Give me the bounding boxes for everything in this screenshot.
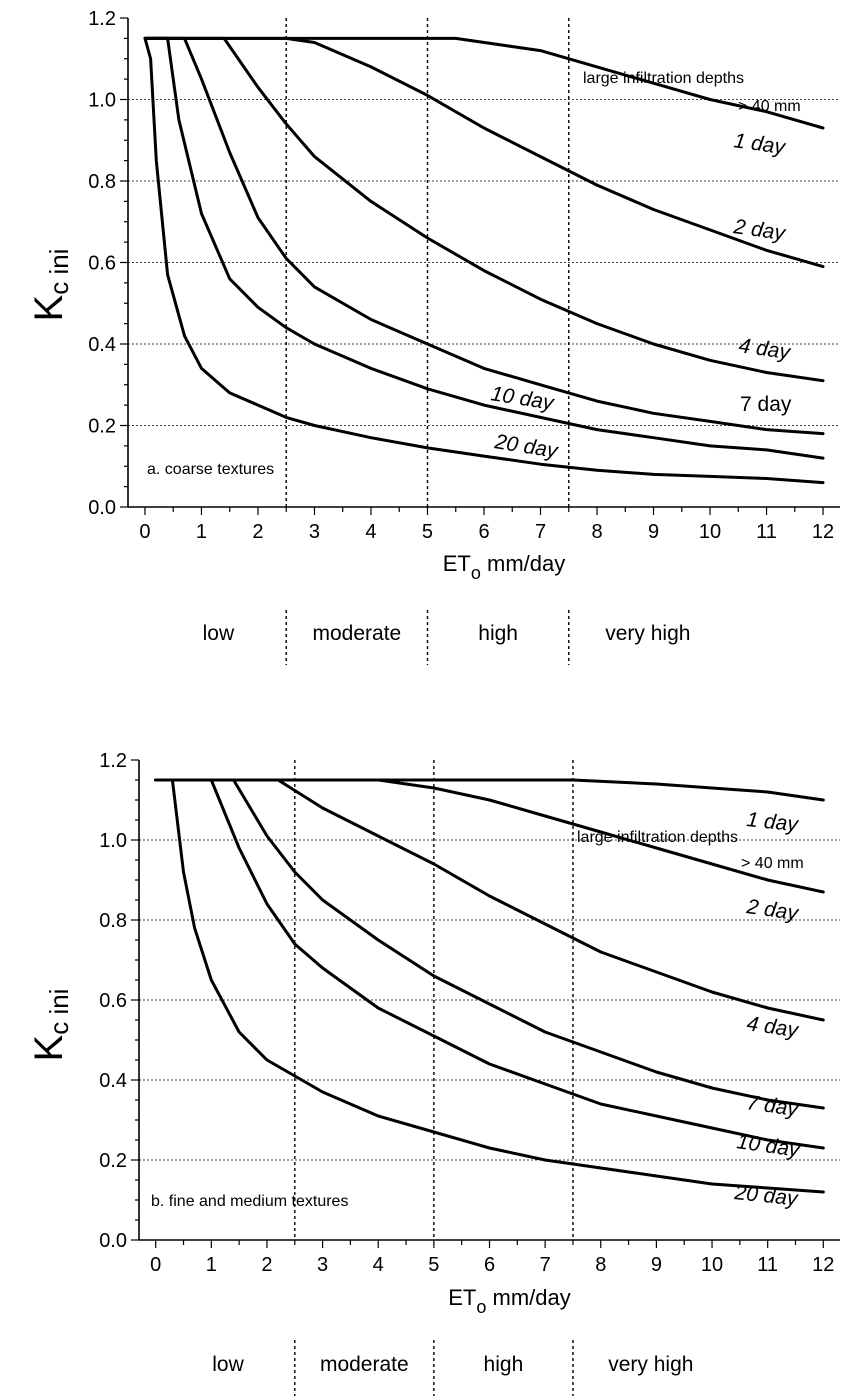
demand-category-very-high: very high [608,1353,693,1376]
x-tick-label-0: 0 [139,521,150,543]
x-tick-label-5: 5 [428,1254,439,1276]
y-tick-label-0-4: 0.4 [99,1070,127,1092]
y-tick-label-0-4: 0.4 [88,334,116,356]
series-line-7-day [143,36,825,436]
panel-label: a. coarse textures [147,461,274,478]
y-tick-label-0-6: 0.6 [88,253,116,275]
series-line-1-day [154,778,825,802]
y-axis-title: Kc ini [27,249,74,322]
x-tick-label-11: 11 [756,521,777,543]
y-axis-title: Kc ini [27,989,74,1062]
x-tick-label-7: 7 [540,1254,551,1276]
demand-category-moderate: moderate [312,622,401,645]
series-line-20-day [154,778,825,1194]
series-line-4-day [154,778,825,1022]
series-label-20-day: 20 day [732,1181,800,1211]
x-tick-label-6: 6 [484,1254,495,1276]
series-line-10-day [154,778,825,1150]
series-line-2-day [154,778,825,894]
x-tick-label-12: 12 [812,1254,834,1276]
series-line-20-day [143,36,825,485]
chart-panel-fine-medium-textures: 0.00.20.40.60.81.01.20 1 2 3 4 5 6 7 8 9 10 11 121 d… [27,750,840,1396]
y-tick-label-0-2: 0.2 [88,416,116,438]
x-axis-title: ETo mm/day [443,551,566,583]
series-line-10-day [143,36,825,460]
y-tick-label-0-0: 0.0 [99,1230,127,1252]
demand-category-very-high: very high [605,622,690,645]
x-tick-label-3: 3 [317,1254,328,1276]
demand-category-moderate: moderate [320,1353,409,1376]
x-tick-label-11: 11 [757,1254,778,1276]
series-line-7-day [154,778,825,1110]
x-tick-label-8: 8 [591,521,602,543]
infiltration-sublabel: > 40 mm [738,98,801,115]
y-tick-label-0-0: 0.0 [88,497,116,519]
x-tick-label-8: 8 [595,1254,606,1276]
series-label-7-day: 7 day [740,393,792,416]
series-line-1-day [143,36,825,130]
demand-category-high: high [478,622,518,645]
series-label-2-day: 2 day [744,895,801,925]
demand-category-high: high [484,1353,524,1376]
y-tick-label-1-0: 1.0 [99,830,127,852]
x-tick-label-2: 2 [252,521,263,543]
y-tick-label-1-2: 1.2 [88,8,116,30]
infiltration-sublabel: > 40 mm [741,855,804,872]
x-tick-label-5: 5 [422,521,433,543]
y-tick-label-0-8: 0.8 [88,171,116,193]
x-tick-label-9: 9 [651,1254,662,1276]
x-tick-label-12: 12 [812,521,834,543]
y-tick-label-1-0: 1.0 [88,90,116,112]
x-tick-label-10: 10 [701,1254,723,1276]
series-line-4-day [143,36,825,383]
y-tick-label-0-2: 0.2 [99,1150,127,1172]
x-axis-title: ETo mm/day [448,1285,571,1317]
x-tick-label-7: 7 [535,521,546,543]
series-label-1-day: 1 day [745,808,800,836]
x-tick-label-0: 0 [150,1254,161,1276]
series-label-1-day: 1 day [732,129,788,159]
series-label-4-day: 4 day [745,1012,801,1042]
x-tick-label-9: 9 [648,521,659,543]
series-line-2-day [143,36,825,269]
panel-label: b. fine and medium textures [151,1193,348,1210]
x-tick-label-2: 2 [261,1254,272,1276]
series-label-7-day: 7 day [745,1091,801,1121]
x-tick-label-4: 4 [373,1254,384,1276]
infiltration-label: large infiltration depths [583,70,744,87]
series-label-10-day: 10 day [735,1130,802,1162]
x-tick-label-10: 10 [699,521,721,543]
x-tick-label-4: 4 [365,521,376,543]
x-tick-label-1: 1 [206,1254,217,1276]
demand-category-low: low [212,1353,244,1376]
y-tick-label-0-8: 0.8 [99,910,127,932]
demand-category-low: low [203,622,235,645]
x-tick-label-3: 3 [309,521,320,543]
series-label-4-day: 4 day [737,334,793,364]
chart-panel-coarse-textures: 0.00.20.40.60.81.01.20 1 2 3 4 5 6 7 8 9 10 11 121 d… [27,8,840,665]
x-tick-label-1: 1 [196,521,207,543]
x-tick-label-6: 6 [478,521,489,543]
y-tick-label-1-2: 1.2 [99,750,127,772]
y-tick-label-0-6: 0.6 [99,990,127,1012]
infiltration-label: large infiltration depths [577,829,738,846]
